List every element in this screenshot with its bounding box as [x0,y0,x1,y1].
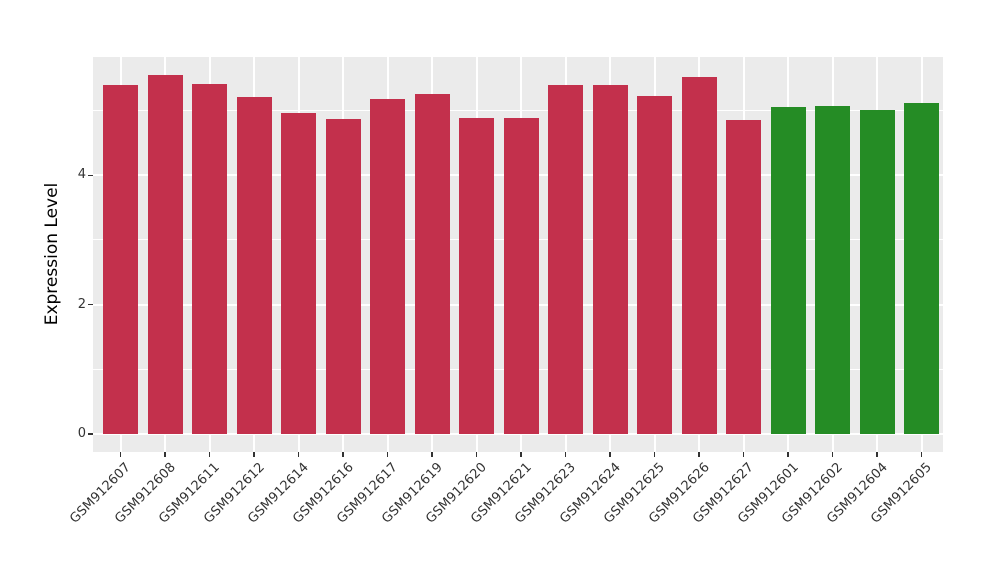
bar [459,117,494,434]
bar [859,110,895,434]
bar [592,85,628,434]
bar [103,85,138,434]
y-tick-label: 2 [77,296,86,312]
bar [370,99,405,434]
x-tick-mark [831,452,834,457]
x-tick-mark [787,452,789,457]
x-tick-mark [253,452,255,457]
bar [147,75,183,434]
bar [637,96,672,434]
plot-panel [93,57,943,452]
x-tick-mark [698,452,700,457]
bar [503,118,539,434]
bar [904,102,939,434]
bar [770,107,806,434]
x-tick-mark [119,452,122,457]
x-tick-mark [386,452,389,457]
x-tick-mark [876,452,878,457]
bar [815,106,850,434]
bar [281,112,316,434]
bar [414,93,450,434]
minor-gridline [93,110,943,112]
bar [681,77,717,434]
y-tick-label: 0 [77,425,86,441]
bar [726,120,761,434]
x-tick-mark [164,452,166,457]
x-tick-mark [653,452,656,457]
x-tick-mark [475,452,478,457]
x-tick-mark [297,452,300,457]
x-tick-mark [742,452,745,457]
x-tick-mark [920,452,923,457]
x-tick-mark [342,452,344,457]
y-tick-mark [88,303,93,306]
major-gridline [93,432,943,435]
x-tick-mark [520,452,522,457]
bar [236,97,272,434]
bar [548,84,583,434]
y-tick-mark [88,433,93,435]
y-tick-label: 4 [77,167,86,183]
x-tick-mark [564,452,567,457]
y-tick-mark [88,174,93,177]
x-tick-mark [609,452,611,457]
bar [325,119,361,434]
bar [192,84,227,434]
x-tick-mark [208,452,211,457]
x-tick-mark [431,452,433,457]
